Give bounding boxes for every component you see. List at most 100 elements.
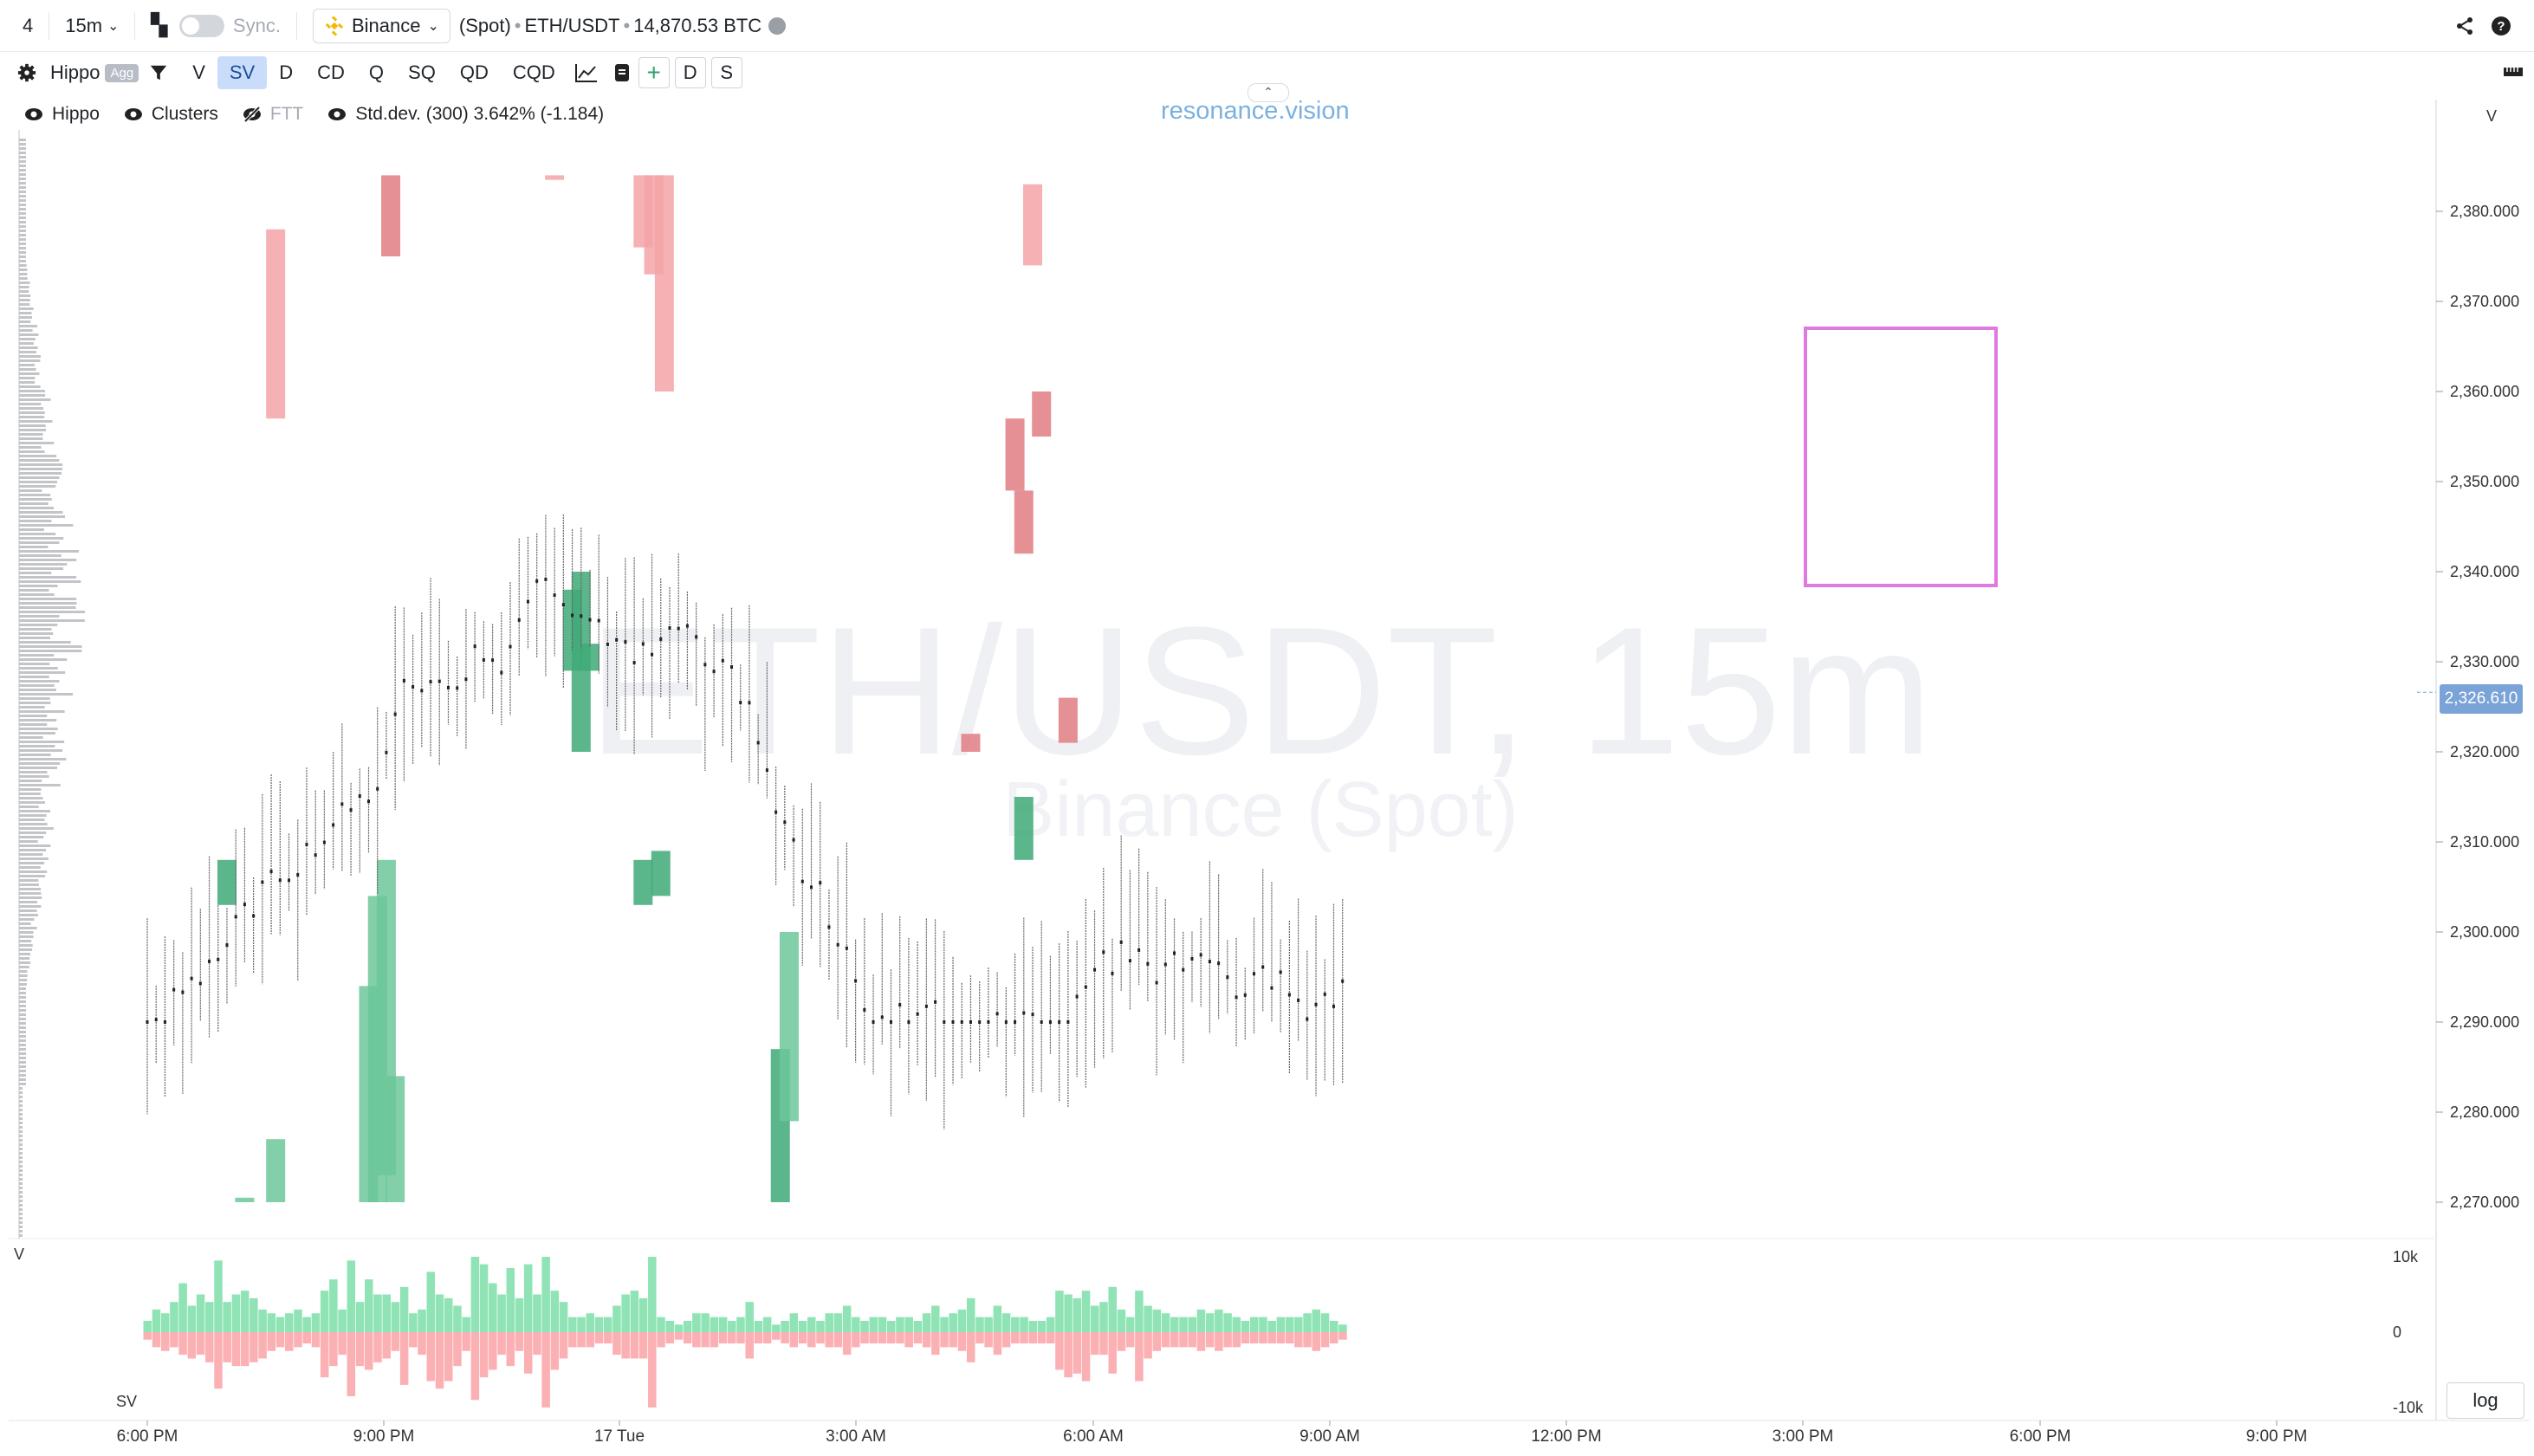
legend-ftt[interactable]: FTT [243,104,303,125]
volume-tick-label: 10k [2393,1248,2419,1265]
highlight-box[interactable] [1804,327,1998,587]
qd-button[interactable]: QD [459,61,489,83]
sell-volume-bar [922,1332,931,1348]
volume-profile-bar [19,883,39,886]
price-bar-close [269,870,273,874]
hippo-cluster-block[interactable] [235,1197,255,1202]
hippo-cluster-block[interactable] [266,229,286,419]
gear-icon[interactable] [17,63,36,82]
note-icon[interactable] [612,62,632,83]
hippo-cluster-block[interactable] [1058,697,1078,743]
sell-volume-bar [1294,1332,1303,1348]
hippo-cluster-block[interactable] [580,644,599,671]
volume-profile-bar [19,485,56,488]
interval-selector[interactable]: 15m ⌄ [65,0,119,52]
hippo-cluster-block[interactable] [386,1076,405,1202]
d-button[interactable]: D [279,61,294,83]
line-chart-icon[interactable] [574,62,599,83]
buy-volume-bar [1046,1317,1055,1332]
sync-toggle[interactable]: Sync. [178,0,281,52]
volume-profile-bar [19,1161,23,1163]
chevron-down-icon: ⌄ [427,18,439,34]
add-indicator-button[interactable]: + [638,57,670,88]
ruler-icon[interactable] [2503,66,2524,78]
sell-volume-bar [497,1332,506,1356]
time-tick-label: 6:00 PM [2010,1427,2071,1446]
log-scale-button[interactable]: log [2447,1382,2524,1419]
layout-number[interactable]: 4 [23,14,34,36]
hippo-cluster-block[interactable] [651,851,671,896]
volume-pane-label-top: V [14,1246,24,1263]
filter-icon[interactable] [149,63,168,82]
indicator-name[interactable]: Hippo [50,61,100,83]
price-bar-close [659,637,663,641]
q-button[interactable]: Q [368,61,385,83]
eye-off-icon[interactable] [243,107,262,122]
time-tick-label: 6:00 AM [1063,1427,1124,1446]
eye-icon[interactable] [327,107,347,121]
price-bar-close [703,663,707,667]
volume-profile-bar [19,1234,23,1237]
legend-clusters[interactable]: Clusters [124,104,218,125]
legend-stddev[interactable]: Std.dev. (300) 3.642% (-1.184) [327,104,604,125]
sell-volume-bar [240,1332,250,1367]
help-icon[interactable]: ? [2491,16,2511,36]
d-toggle-button[interactable]: D [674,57,706,88]
sync-switch[interactable] [178,14,224,37]
sell-volume-bar [196,1332,205,1356]
volume-profile-bar [19,827,54,830]
exchange-selector[interactable]: Binance ⌄ [312,8,450,43]
sell-volume-bar [825,1332,833,1348]
hippo-cluster-block[interactable] [1032,392,1052,437]
sell-volume-bar [426,1332,436,1382]
buy-volume-bar [878,1317,887,1332]
sv-button[interactable]: SV [217,56,268,89]
hippo-cluster-block[interactable] [217,859,237,905]
sell-volume-bar [984,1332,993,1348]
sell-volume-bar [621,1332,630,1359]
volume-profile-bar [19,1169,23,1172]
hippo-cluster-block[interactable] [633,859,653,905]
volume-profile-bar [19,442,55,444]
cqd-button[interactable]: CQD [512,61,555,83]
hippo-cluster-block[interactable] [545,175,565,180]
s-toggle-button[interactable]: S [710,57,742,88]
agg-badge[interactable]: Agg [105,63,139,82]
hippo-cluster-block[interactable] [779,932,799,1122]
eye-icon[interactable] [124,107,143,121]
eye-icon[interactable] [24,107,43,121]
volume-profile-bar [19,806,39,808]
interval-label[interactable]: 15m [65,14,103,36]
buy-volume-bar [1329,1320,1338,1332]
hippo-cluster-block[interactable] [266,1139,286,1202]
volume-profile-bar [19,156,26,159]
buy-volume-bar [594,1317,604,1332]
volume-value: 14,870.53 BTC [633,14,762,36]
chevron-down-icon[interactable]: ⌄ [107,18,120,34]
v-button[interactable]: V [192,61,205,83]
sell-volume-bar [638,1332,648,1359]
hippo-cluster-block[interactable] [381,175,401,256]
collapse-toolbar-button[interactable]: ⌃ [1248,83,1289,102]
buy-volume-bar [621,1294,630,1332]
hippo-cluster-block[interactable] [654,175,674,392]
share-icon[interactable] [2454,16,2475,36]
price-bar-close [978,1020,982,1024]
sq-button[interactable]: SQ [408,61,436,83]
buy-volume-bar [462,1317,470,1332]
hippo-cluster-block[interactable] [1005,418,1025,491]
symbol-info[interactable]: (Spot) • ETH/USDT • 14,870.53 BTC [459,0,787,52]
volume-profile-bar [19,416,45,418]
flag-icon[interactable]: ▚ [151,14,167,37]
volume-profile-bar [19,814,47,817]
hippo-cluster-block[interactable] [1023,184,1042,266]
volume-profile-bar [19,1000,26,1003]
cd-button[interactable]: CD [317,61,345,83]
volume-profile-bar [19,927,37,929]
legend-hippo[interactable]: Hippo [24,104,100,125]
hippo-cluster-block[interactable] [961,734,981,752]
hippo-cluster-block[interactable] [1014,797,1034,860]
hippo-cluster-block[interactable] [1014,490,1034,554]
layout-selector[interactable]: 4 [23,0,33,52]
